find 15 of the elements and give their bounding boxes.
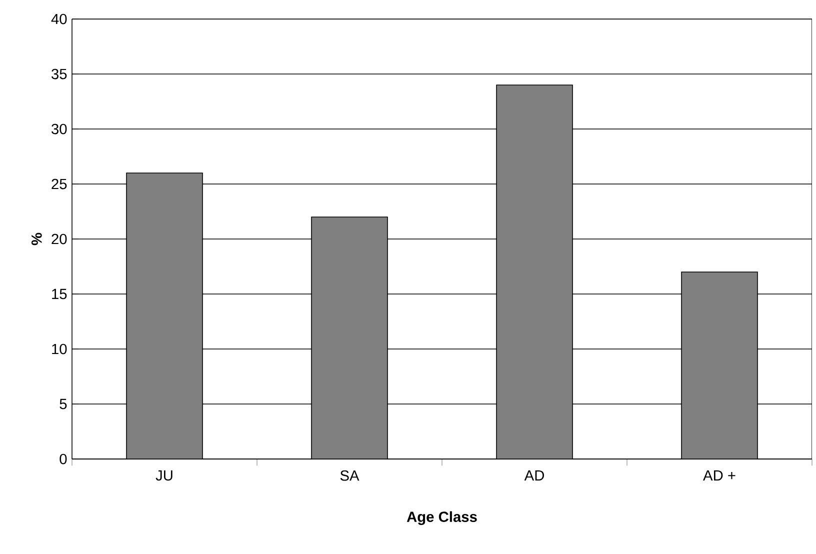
- x-tick-label: SA: [340, 470, 360, 481]
- y-tick-label: 35: [52, 68, 67, 80]
- x-axis-title: Age Class: [406, 511, 477, 525]
- y-axis-title: %: [32, 232, 42, 246]
- y-tick-label: 25: [52, 178, 67, 190]
- y-tick-label: 30: [52, 124, 67, 134]
- x-tick-label: AD: [524, 470, 544, 480]
- y-tick-label: 10: [52, 344, 67, 354]
- y-tick-label: 0: [60, 454, 67, 464]
- y-tick-label: 40: [51, 14, 67, 24]
- y-tick-label: 15: [52, 288, 67, 300]
- x-tick-label: JU: [156, 470, 172, 481]
- y-tick-label: 20: [52, 234, 67, 244]
- y-tick-label: 5: [60, 398, 67, 410]
- x-tick-label: AD +: [703, 470, 736, 480]
